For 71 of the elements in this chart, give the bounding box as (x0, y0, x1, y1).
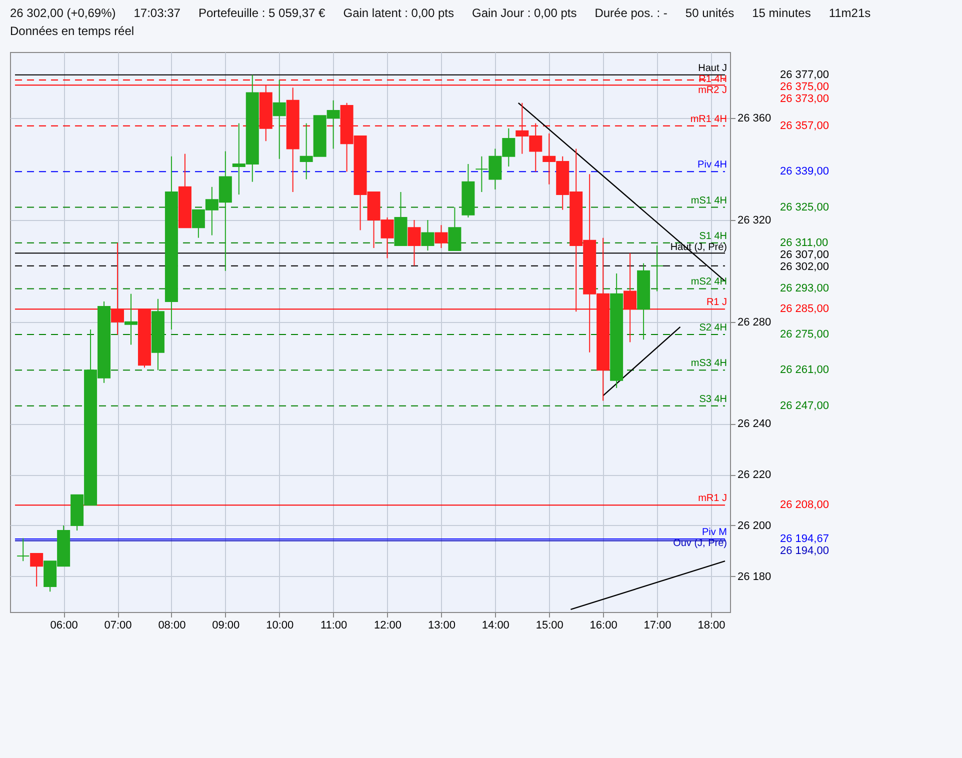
candlestick (434, 224, 448, 248)
y-tick-label: 26 220 (738, 469, 772, 482)
text: 26 275,00 (780, 328, 829, 341)
x-tick-label: 10:00 (266, 620, 294, 632)
candlestick (16, 538, 30, 562)
text: 26 311,00 (780, 236, 828, 249)
text: 26 302,00 (+0,69%) (10, 6, 116, 20)
ref-line-label: S1 4H (699, 230, 727, 242)
ref-line-label: R1 J (706, 297, 727, 308)
text: Portefeuille : 5 059,37 € (198, 6, 326, 20)
text: 26 247,00 (780, 400, 829, 412)
ref-line-label: Haut J (698, 62, 727, 74)
candlestick (448, 206, 462, 252)
x-tick-label: 18:00 (698, 620, 726, 632)
x-tick-label: 08:00 (158, 620, 186, 632)
ref-line-label: Piv 4H (698, 160, 727, 171)
text: 26 285,00 (780, 303, 829, 316)
text: 26 194,67 (780, 533, 829, 546)
text: Données en temps réel (10, 24, 134, 38)
text: 11m21s (828, 6, 871, 20)
candlestick (624, 252, 637, 343)
text: 26 357,00 (780, 120, 829, 132)
text: 26 339,00 (780, 166, 829, 178)
candlestick (408, 220, 421, 266)
text: 26 373,00 (780, 92, 829, 105)
x-tick-label: 09:00 (212, 620, 240, 632)
ref-line-label: mR1 J (698, 493, 727, 504)
x-tick-label: 11:00 (320, 620, 348, 632)
y-tick-label: 26 180 (738, 570, 772, 583)
x-tick-label: 17:00 (644, 620, 672, 632)
x-tick-label: 13:00 (428, 620, 456, 632)
ref-line-label: mR1 4H (690, 114, 727, 125)
ref-line-label: Piv M (702, 527, 727, 538)
text: 15 minutes (752, 6, 811, 20)
candlestick (650, 244, 664, 292)
candlestick (421, 220, 434, 252)
text: 26 307,00 (780, 248, 829, 261)
ref-line-label: mR2 J (698, 84, 727, 96)
text: 50 unités (685, 6, 734, 20)
text: 26 377,00 (780, 68, 829, 81)
x-tick-label: 16:00 (590, 620, 618, 632)
text: 26 194,00 (780, 545, 829, 558)
x-tick-label: 06:00 (50, 620, 78, 632)
text: 17:03:37 (134, 6, 180, 20)
text: 26 261,00 (780, 364, 829, 376)
candlestick (30, 552, 44, 588)
candlestick (124, 293, 138, 346)
y-tick-label: 26 360 (738, 112, 772, 125)
text: 26 302,00 (780, 260, 829, 273)
x-tick-label: 14:00 (482, 620, 510, 632)
text: Durée pos. : - (594, 6, 668, 20)
y-tick-label: 26 280 (738, 316, 772, 328)
ref-line-label: S2 4H (699, 322, 727, 334)
y-tick-label: 26 320 (738, 214, 772, 226)
x-tick-label: 12:00 (374, 620, 402, 632)
text: Gain latent : 0,00 pts (343, 6, 454, 20)
ref-line-label: mS2 4H (690, 276, 727, 288)
x-tick-label: 07:00 (104, 620, 132, 632)
ref-line-label: mS1 4H (690, 195, 727, 206)
text: 26 325,00 (780, 201, 829, 214)
text: Gain Jour : 0,00 pts (472, 6, 577, 20)
text: 26 208,00 (780, 499, 829, 512)
text: 26 375,00 (780, 80, 829, 93)
x-tick-label: 15:00 (536, 620, 564, 632)
ref-line-label: S3 4H (699, 394, 727, 405)
ref-line-label: mS3 4H (690, 358, 727, 370)
y-tick-label: 26 200 (738, 520, 772, 532)
text: 26 293,00 (780, 282, 829, 295)
candlestick (272, 80, 286, 160)
y-tick-label: 26 240 (738, 418, 772, 430)
candlestick (111, 242, 124, 336)
